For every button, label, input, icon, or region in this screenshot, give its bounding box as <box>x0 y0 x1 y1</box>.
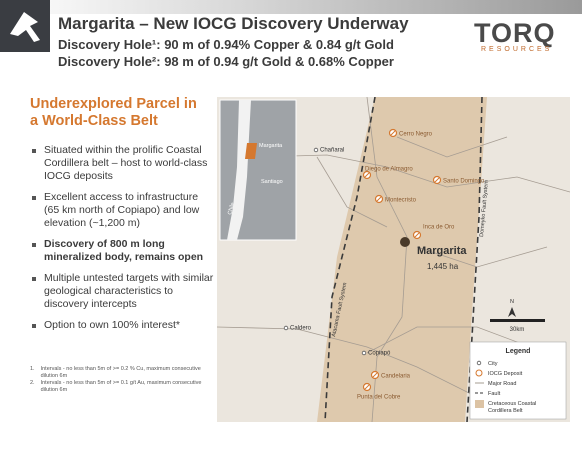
subtitle: Discovery Hole¹: 90 m of 0.94% Copper & … <box>58 37 394 52</box>
bullet: Situated within the prolific Coastal Cor… <box>30 144 215 183</box>
deposit-icon-pick <box>364 172 370 178</box>
footnote: 1. Intervals - no less than 5m of >= 0.2 … <box>30 366 210 380</box>
legend-swatch <box>475 369 483 377</box>
map: Margarita Santiago Chile Cerro Negro Diego d… <box>217 97 570 422</box>
project-label: Margarita <box>417 245 467 257</box>
legend-box <box>469 341 567 420</box>
deposit-label: Diego de Almagro <box>365 167 413 173</box>
city-icon <box>283 325 289 331</box>
legend-label: Cretaceous Coastal Cordillera Belt <box>488 401 536 414</box>
deposit-label: Santo Domingo <box>443 179 485 185</box>
footnote: 2. Intervals - no less than 5m of >= 0.1 … <box>30 380 210 394</box>
inset-highlight <box>245 143 257 159</box>
scale-bar <box>490 319 545 322</box>
deposit-icon-pick <box>372 372 378 378</box>
legend-label: City <box>488 361 498 367</box>
bullet: Multiple untested targets with similar g… <box>30 272 215 311</box>
legend-label: Fault <box>488 391 501 397</box>
road <box>416 246 548 268</box>
footnote-number: 2. <box>30 380 35 386</box>
header-bar <box>0 0 582 14</box>
footnote-number: 1. <box>30 366 35 372</box>
deposit-icon-pick <box>390 130 396 136</box>
fault <box>324 97 376 422</box>
legend-label: Major Road <box>488 381 516 387</box>
belt <box>317 97 487 422</box>
road <box>366 97 408 422</box>
inset-label: Chile <box>227 202 236 216</box>
logo-name: TORQ <box>474 18 556 48</box>
city-label: Chañaral <box>320 148 344 154</box>
north-arrow <box>508 307 516 317</box>
deposit-icon-pick <box>434 177 440 183</box>
fault-label: Domeyko Fault System <box>479 180 490 238</box>
city-label: Copiapó <box>368 351 391 357</box>
deposit-icon-pick <box>414 232 420 238</box>
project-icon <box>400 237 410 247</box>
logo-tagline: RESOURCES <box>481 46 553 53</box>
project-area: 1,445 ha <box>427 262 459 271</box>
bullet-list: Situated within the prolific Coastal Cor… <box>30 144 215 340</box>
road <box>396 136 508 158</box>
road <box>256 154 570 193</box>
subtitle: Discovery Hole²: 98 m of 0.94 g/t Gold &… <box>58 54 394 69</box>
deposit-label: Punta del Cobre <box>357 395 401 401</box>
deposit-label: Cerro Negro <box>399 132 433 138</box>
scale-label: 30km <box>510 327 525 333</box>
bullet: Discovery of 800 m long mineralized body… <box>30 238 215 264</box>
corner-logo <box>0 0 50 52</box>
inset-label: Margarita <box>259 143 283 149</box>
title: Margarita – New IOCG Discovery Underway <box>58 14 409 33</box>
corner-icon <box>10 12 40 42</box>
north-label: N <box>510 299 514 305</box>
legend-label: IOCG Deposit <box>488 371 523 377</box>
city-icon <box>361 350 367 356</box>
footnote-text: Intervals - no less than 5m of >= 0.1 g/… <box>40 380 202 393</box>
inset-label: Santiago <box>261 179 283 185</box>
fault <box>466 97 483 422</box>
bullet: Option to own 100% interest* <box>30 319 215 332</box>
legend-swatch <box>475 400 484 408</box>
city-icon <box>313 147 319 153</box>
road <box>217 326 478 398</box>
section-heading: Underexplored Parcel in a World-Class Be… <box>30 96 197 129</box>
inset-land <box>227 100 251 240</box>
legend-swatch <box>476 360 482 366</box>
deposit-icon-pick <box>364 384 370 390</box>
deposit-icon-pick <box>376 196 382 202</box>
legend-title: Legend <box>506 348 531 355</box>
bullet: Excellent access to infrastructure (65 k… <box>30 191 215 230</box>
deposit-label: Montecristo <box>385 198 417 204</box>
road <box>316 156 388 228</box>
city-label: Caldero <box>290 326 312 332</box>
deposit-label: Inca de Oro <box>423 225 455 231</box>
deposit-label: Candelaria <box>381 374 411 380</box>
footnote-text: Intervals - no less than 5m of >= 0.2 % … <box>40 366 201 379</box>
